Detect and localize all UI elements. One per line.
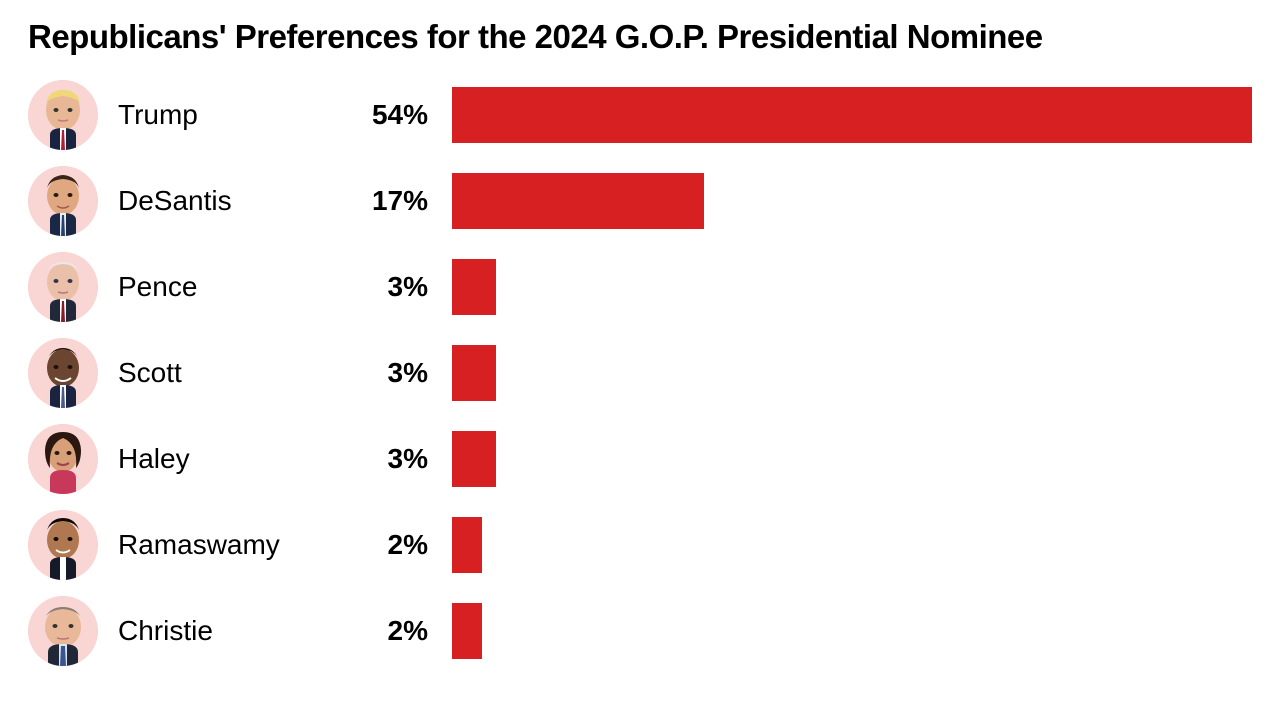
bar [452,345,496,401]
candidate-name: Christie [118,615,328,647]
percent-label: 2% [328,529,428,561]
bar [452,259,496,315]
chart-row: Trump 54% [28,80,1252,150]
candidate-name: Trump [118,99,328,131]
avatar [28,596,98,666]
bar-track [452,173,1252,229]
chart-row: Ramaswamy 2% [28,510,1252,580]
bar-track [452,603,1252,659]
candidate-name: Pence [118,271,328,303]
bar-track [452,87,1252,143]
bar-chart: Trump 54% DeSantis 17% Pence 3% Scott 3% [28,80,1252,666]
bar-track [452,259,1252,315]
chart-row: Pence 3% [28,252,1252,322]
percent-label: 2% [328,615,428,647]
avatar [28,424,98,494]
candidate-name: DeSantis [118,185,328,217]
avatar [28,252,98,322]
avatar [28,166,98,236]
chart-row: Haley 3% [28,424,1252,494]
percent-label: 3% [328,357,428,389]
avatar [28,510,98,580]
bar-track [452,431,1252,487]
candidate-name: Haley [118,443,328,475]
percent-label: 3% [328,443,428,475]
chart-row: Christie 2% [28,596,1252,666]
bar [452,431,496,487]
bar [452,517,482,573]
bar [452,87,1252,143]
avatar [28,338,98,408]
chart-row: Scott 3% [28,338,1252,408]
bar-track [452,345,1252,401]
chart-row: DeSantis 17% [28,166,1252,236]
candidate-name: Scott [118,357,328,389]
percent-label: 54% [328,99,428,131]
chart-title: Republicans' Preferences for the 2024 G.… [28,18,1252,56]
candidate-name: Ramaswamy [118,529,328,561]
percent-label: 17% [328,185,428,217]
bar [452,173,704,229]
percent-label: 3% [328,271,428,303]
avatar [28,80,98,150]
bar [452,603,482,659]
bar-track [452,517,1252,573]
